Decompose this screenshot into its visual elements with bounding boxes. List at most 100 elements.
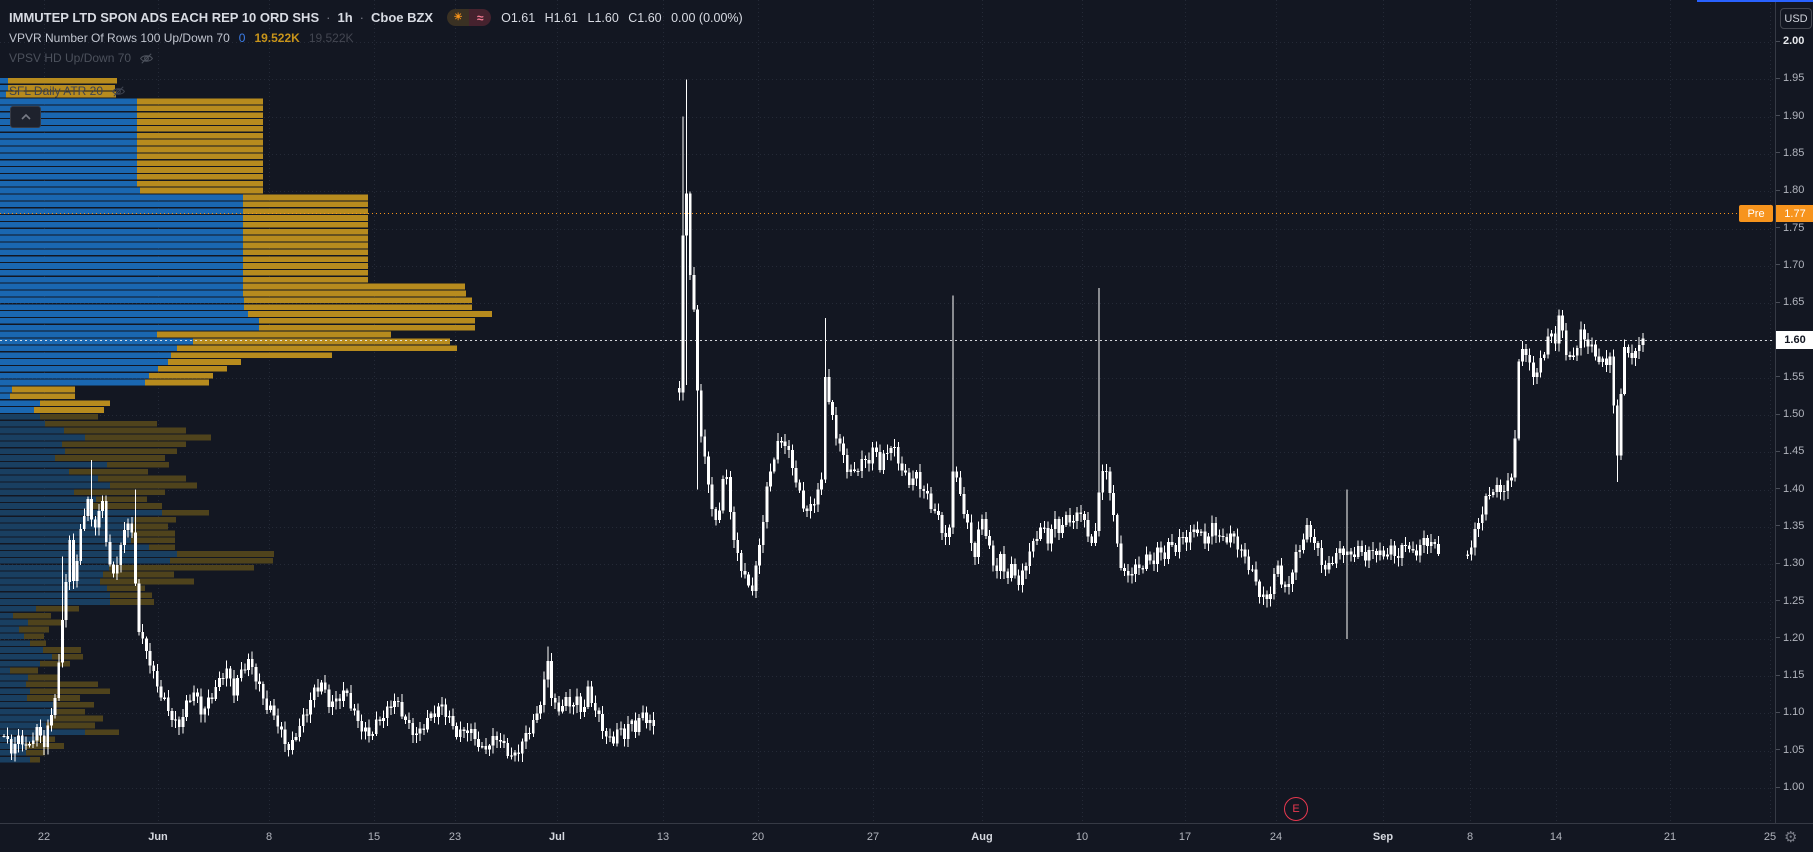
volume-profile-up-bar xyxy=(0,359,168,365)
separator-dot: · xyxy=(326,10,331,25)
candle-body xyxy=(1126,570,1130,576)
earnings-event-marker[interactable]: E xyxy=(1284,797,1308,821)
candle-body xyxy=(1473,528,1477,548)
candle-body xyxy=(1115,515,1119,544)
high-value: H1.61 xyxy=(544,10,579,25)
candle-body xyxy=(112,564,115,574)
candle-wick xyxy=(572,702,574,715)
eye-off-icon[interactable] xyxy=(139,52,154,65)
candle-wick xyxy=(1405,536,1407,552)
candle-wick xyxy=(1240,544,1242,558)
candle-body xyxy=(1280,565,1283,585)
candle-body xyxy=(831,401,834,415)
volume-profile-down-bar xyxy=(243,194,368,201)
candle-body xyxy=(630,720,634,724)
time-axis[interactable]: 22 Jun 8 15 23 Jul 13 20 27 Aug 10 17 24 Sep 8 14 21 25 ⚙ xyxy=(0,823,1813,852)
volume-profile-down-bar xyxy=(8,84,115,91)
volume-profile-down-bar xyxy=(137,173,263,180)
market-status-pill[interactable]: ☀ ≈ xyxy=(447,9,492,26)
currency-button[interactable]: USD xyxy=(1780,8,1812,29)
candle-body xyxy=(1272,574,1276,594)
candle-body xyxy=(1291,572,1294,584)
volume-profile-up-bar xyxy=(0,722,46,729)
candle-wick xyxy=(415,726,417,744)
candle-body xyxy=(1338,548,1342,554)
candle-wick xyxy=(1284,581,1286,593)
indicator-row-vpsv[interactable]: VPSV HD Up/Down 70 xyxy=(9,51,154,65)
volume-profile-up-bar xyxy=(0,119,137,125)
price-tick-label: 1.75 xyxy=(1776,222,1813,234)
candle-body xyxy=(747,574,750,586)
volume-profile-up-bar xyxy=(0,173,137,180)
candle-body xyxy=(809,504,813,512)
candle-body xyxy=(1429,541,1433,547)
candle-body xyxy=(93,519,97,528)
candle-body xyxy=(207,697,210,709)
candle-body xyxy=(422,728,426,730)
candle-wick xyxy=(1043,520,1045,533)
candle-wick xyxy=(7,727,9,744)
volume-profile-up-bar xyxy=(0,242,243,249)
candle-body xyxy=(327,689,331,708)
candle-wick xyxy=(886,444,888,460)
volume-profile-up-bar xyxy=(0,78,8,84)
volume-profile-up-bar xyxy=(0,647,43,653)
volume-profile-down-bar xyxy=(56,708,85,715)
candle-body xyxy=(407,720,411,723)
candle-body xyxy=(652,719,656,727)
candle-body xyxy=(915,472,918,479)
candle-body xyxy=(1239,549,1243,551)
volume-profile-up-bar xyxy=(0,749,26,756)
candle-wick xyxy=(1386,547,1388,560)
candle-body xyxy=(681,235,685,393)
candle-body xyxy=(462,729,466,731)
volume-profile-up-bar xyxy=(0,688,30,694)
price-axis[interactable]: USD 2.00 1.95 1.90 1.85 1.80 1.75 1.70 1.65 1.60… xyxy=(1775,0,1813,823)
candle-body xyxy=(728,476,732,513)
candle-body xyxy=(82,516,86,529)
candle-body xyxy=(378,719,382,722)
candle-body xyxy=(812,504,816,506)
volume-profile-up-bar xyxy=(0,482,110,489)
volume-profile-down-bar xyxy=(137,167,263,173)
candle-body xyxy=(1247,556,1251,570)
volume-profile-up-bar xyxy=(0,393,10,400)
volume-profile-up-bar xyxy=(0,365,158,372)
candle-body xyxy=(791,450,794,469)
volume-profile-up-bar xyxy=(0,331,157,338)
interval-label[interactable]: 1h xyxy=(337,10,353,25)
candle-body xyxy=(1484,495,1488,515)
candle-body xyxy=(488,745,491,750)
volume-profile-up-bar xyxy=(0,153,137,160)
candle-body xyxy=(261,683,265,699)
candle-wick xyxy=(1503,484,1505,501)
candle-body xyxy=(641,712,645,719)
settings-gear-icon[interactable]: ⚙ xyxy=(1784,828,1798,846)
candle-body xyxy=(856,470,860,473)
volume-profile-down-bar xyxy=(131,523,168,530)
candle-wick xyxy=(813,498,815,513)
candle-body xyxy=(776,441,780,460)
candle-body xyxy=(586,686,590,707)
symbol-legend-row[interactable]: IMMUTEP LTD SPON ADS EACH REP 10 ORD SHS… xyxy=(9,9,749,26)
indicator-row-vpvr[interactable]: VPVR Number Of Rows 100 Up/Down 70 0 19.… xyxy=(9,31,354,45)
candle-body xyxy=(2,735,6,737)
candle-body xyxy=(1039,527,1042,539)
volume-profile-up-bar xyxy=(0,441,62,448)
volume-profile-up-bar xyxy=(0,496,96,502)
candle-wick xyxy=(1197,521,1199,537)
volume-profile-down-bar xyxy=(96,496,147,502)
price-chart-canvas[interactable] xyxy=(0,0,1775,823)
indicator-row-sfl[interactable]: SFL Daily ATR 20 xyxy=(9,84,126,98)
time-tick-label: 15 xyxy=(367,831,381,843)
candle-body xyxy=(1287,583,1291,587)
pre-market-tag: Pre xyxy=(1739,205,1773,223)
candle-body xyxy=(509,755,513,757)
candle-body xyxy=(707,456,710,485)
legend-collapse-button[interactable] xyxy=(10,106,41,128)
candle-body xyxy=(1601,358,1605,362)
candle-wick xyxy=(1098,288,1100,537)
eye-off-icon[interactable] xyxy=(111,85,126,98)
candle-body xyxy=(853,469,856,471)
candle-body xyxy=(484,746,488,750)
